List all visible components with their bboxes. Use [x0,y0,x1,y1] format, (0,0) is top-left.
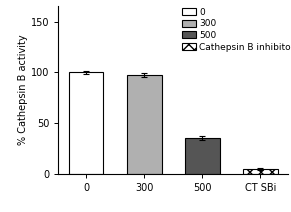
Y-axis label: % Cathepsin B activity: % Cathepsin B activity [18,35,28,145]
Legend: 0, 300, 500, Cathepsin B inhibitor: 0, 300, 500, Cathepsin B inhibitor [182,7,291,52]
Bar [127,75,162,174]
Bar [243,169,278,174]
Bar [185,138,220,174]
Bar [69,72,104,174]
